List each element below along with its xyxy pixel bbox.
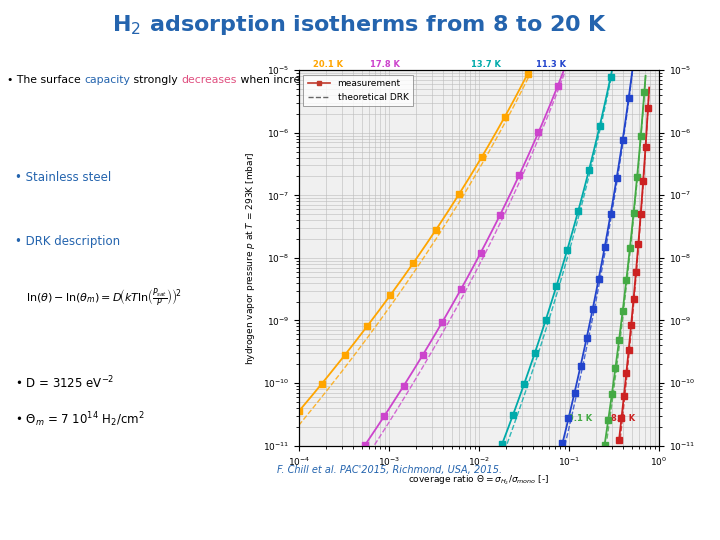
Text: • The surface: • The surface [7,75,84,85]
Text: when increasing the surface temperature: when increasing the surface temperature [237,75,467,85]
Text: $\ln(\theta)-\ln(\theta_m)=D\!\left(kT\ln\!\left(\frac{P_{sat}}{P}\right)\right): $\ln(\theta)-\ln(\theta_m)=D\!\left(kT\l… [26,287,181,309]
Text: capacity: capacity [84,75,130,85]
Text: 11.3 K: 11.3 K [536,60,566,70]
Text: H$_2$ adsorption isotherms from 8 to 20 K: H$_2$ adsorption isotherms from 8 to 20 … [112,12,608,37]
Text: F. Chill et al. PAC'2015, Richmond, USA, 2015.: F. Chill et al. PAC'2015, Richmond, USA,… [277,465,503,475]
Text: Technology Department: Technology Department [72,521,163,530]
Text: • Stainless steel: • Stainless steel [15,171,112,184]
Text: strongly: strongly [130,75,181,85]
Text: 21: 21 [685,508,702,521]
Text: decreases: decreases [181,75,237,85]
Text: Vacuum , Surfaces & Coatings Group: Vacuum , Surfaces & Coatings Group [72,500,213,509]
Text: • $\Theta_m$ = 7 10$^{14}$ H$_2$/cm$^2$: • $\Theta_m$ = 7 10$^{14}$ H$_2$/cm$^2$ [15,410,145,429]
Y-axis label: hydrogen vapor pressure $p$ at $T$ = 293K [mbar]: hydrogen vapor pressure $p$ at $T$ = 293… [244,151,257,364]
Text: 6 - 16 June,  2017: 6 - 16 June, 2017 [326,521,394,530]
Text: 8.2 K: 8.2 K [611,414,635,423]
Text: • DRK description: • DRK description [15,235,120,248]
Text: 17.8 K: 17.8 K [370,60,400,70]
Text: • D = 3125 eV$^{-2}$: • D = 3125 eV$^{-2}$ [15,375,114,391]
Text: 20.1 K: 20.1 K [312,60,343,70]
X-axis label: coverage ratio $\Theta = \sigma_{H_2}/\sigma_{mono}$ [-]: coverage ratio $\Theta = \sigma_{H_2}/\s… [408,473,549,487]
Text: 13.7 K: 13.7 K [471,60,501,70]
Legend: measurement, theoretical DRK: measurement, theoretical DRK [303,75,413,106]
Text: CERN: CERN [18,512,37,517]
Text: 9.1 K: 9.1 K [567,414,592,423]
Text: Vacuum for Particle Accelerators, Glumslav, Sweden,: Vacuum for Particle Accelerators, Glumsl… [258,500,462,509]
